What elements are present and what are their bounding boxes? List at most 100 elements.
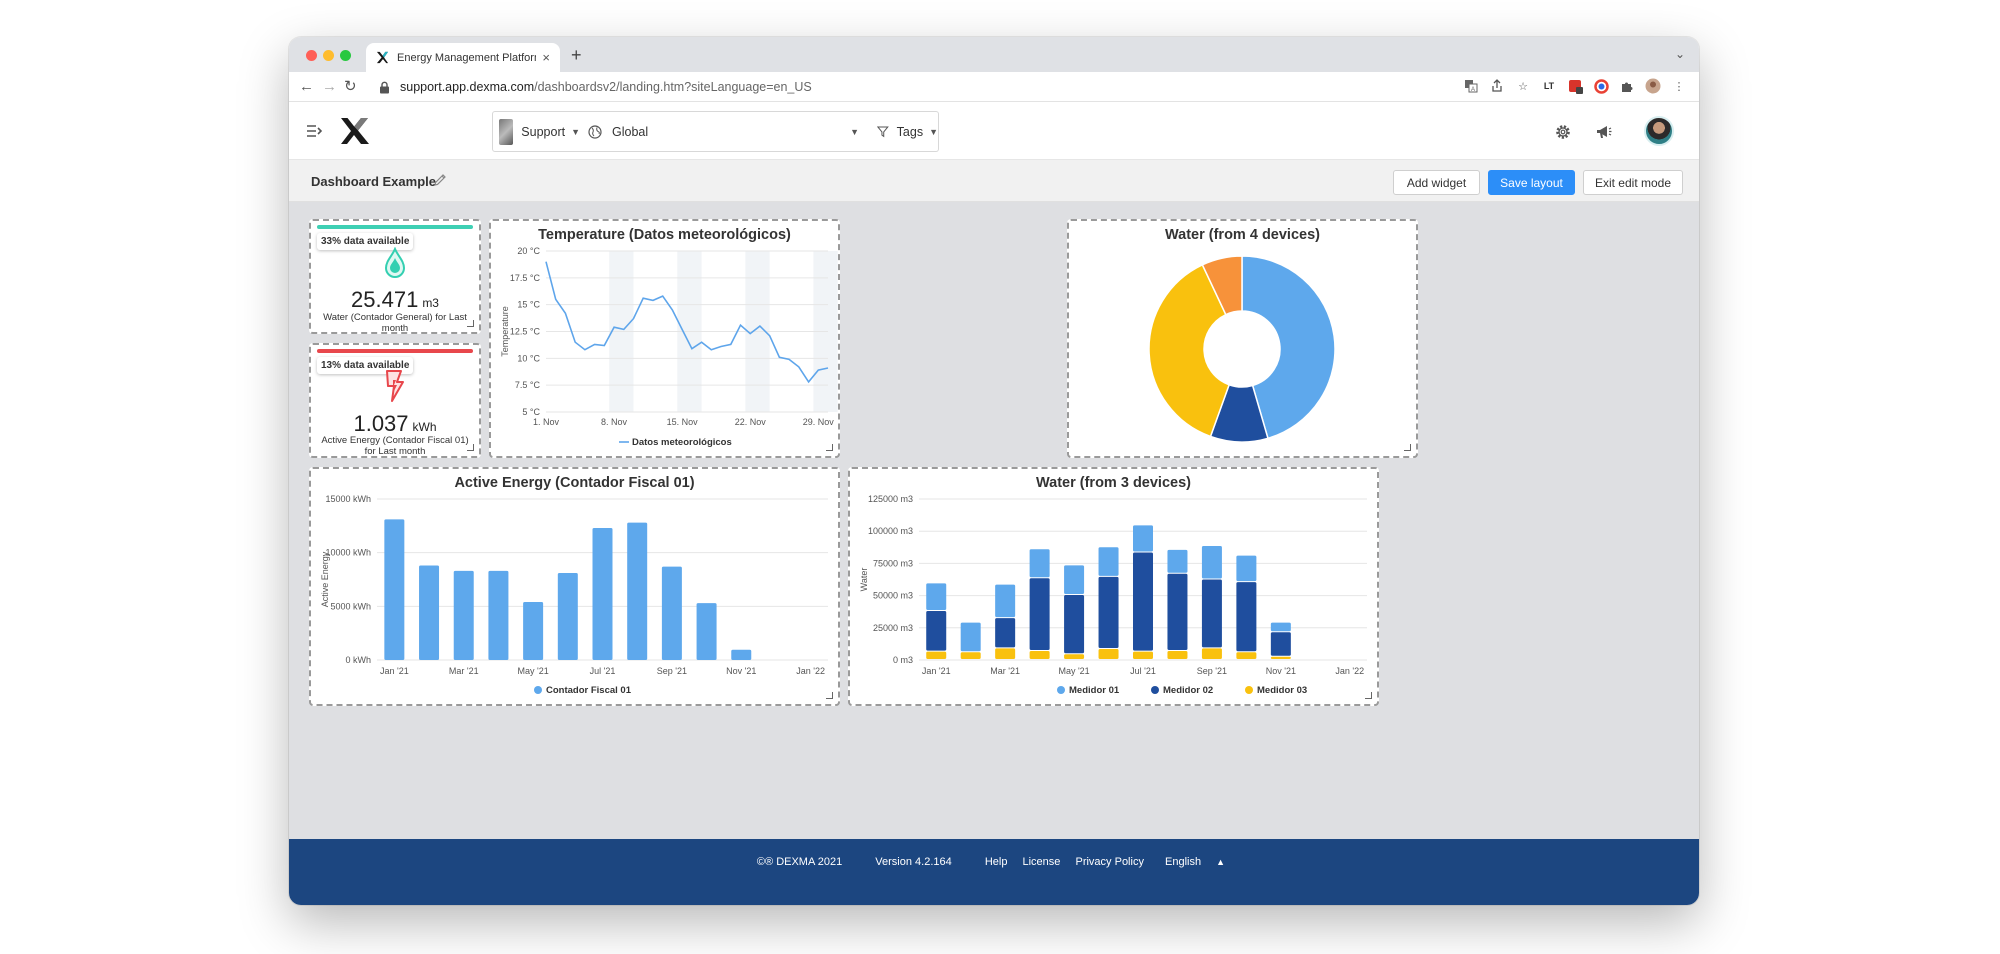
url-host: support.app.dexma.com: [400, 80, 535, 94]
bar: [1133, 651, 1153, 659]
translate-icon[interactable]: A: [1463, 78, 1479, 94]
license-link[interactable]: License: [1022, 856, 1061, 868]
donut-slice: [1148, 263, 1231, 438]
bar: [1236, 652, 1257, 659]
zoom-window-button[interactable]: [340, 50, 351, 61]
water-donut-widget[interactable]: Water (from 4 devices): [1067, 219, 1418, 458]
chevron-down-icon: ▼: [850, 126, 859, 137]
bar: [995, 648, 1016, 659]
series-line: [545, 261, 829, 384]
y-tick-label: 75000 m3: [873, 558, 913, 568]
bar: [453, 570, 474, 660]
x-tick-label: Jan '21: [380, 666, 409, 676]
back-arrow-icon[interactable]: ←: [299, 78, 314, 95]
filter-icon: [877, 126, 889, 138]
user-avatar[interactable]: [1644, 116, 1674, 146]
reload-icon[interactable]: ↻: [344, 78, 357, 95]
app-footer: ©® DEXMA 2021 Version 4.2.164 Help Licen…: [289, 839, 1699, 905]
kpi-value: 1.037 kWh: [311, 411, 479, 437]
data-availability-badge: 13% data available: [317, 357, 414, 374]
dashboard-toolbar: Dashboard Example Add widget Save layout…: [289, 160, 1699, 202]
kpi-unit: m3: [422, 296, 439, 310]
y-tick-label: 10 °C: [517, 353, 540, 363]
bar: [1029, 578, 1050, 650]
languagetool-extension-icon[interactable]: LT: [1543, 81, 1555, 91]
kpi-unit: kWh: [412, 420, 437, 434]
kpi-widget-water[interactable]: 33% data available 25.471 m3 Water (Conta…: [309, 219, 481, 334]
dashboard-title: Dashboard Example: [311, 174, 436, 189]
bar: [523, 602, 544, 660]
bar: [1064, 565, 1085, 594]
bookmark-star-icon[interactable]: ☆: [1518, 80, 1528, 93]
color-extension-icon[interactable]: [1593, 78, 1609, 94]
tags-filter[interactable]: Tags ▼: [869, 111, 939, 152]
kpi-widget-active-energy[interactable]: 13% data available 1.037 kWh Active Energ…: [309, 343, 481, 458]
forward-arrow-icon[interactable]: →: [322, 78, 337, 95]
address-bar[interactable]: support.app.dexma.com/dashboardsv2/landi…: [379, 76, 1339, 98]
save-layout-button[interactable]: Save layout: [1488, 170, 1575, 195]
globe-icon: [588, 124, 602, 139]
kpi-caption: Active Energy (Contador Fiscal 01) for L…: [321, 435, 469, 457]
y-tick-label: 15 °C: [517, 300, 540, 310]
bar: [1098, 576, 1119, 649]
browser-tab[interactable]: Energy Management Platform ×: [366, 43, 560, 72]
x-tick-label: 1. Nov: [533, 417, 560, 427]
resize-handle[interactable]: [1404, 444, 1411, 451]
edit-pencil-icon[interactable]: [432, 172, 448, 188]
tab-search-chevron-icon[interactable]: ⌄: [1674, 47, 1685, 61]
x-tick-label: Sep '21: [657, 666, 687, 676]
menu-expand-icon[interactable]: [306, 123, 324, 139]
kpi-value: 25.471 m3: [311, 287, 479, 313]
red-extension-icon[interactable]: [1567, 78, 1583, 94]
resize-handle[interactable]: [826, 692, 833, 699]
water-stacked-chart-widget[interactable]: Water (from 3 devices) 125000 m3 100000 m…: [848, 467, 1379, 706]
x-tick-label: Mar '21: [990, 666, 1020, 676]
privacy-policy-link[interactable]: Privacy Policy: [1075, 856, 1144, 868]
y-tick-label: 15000 kWh: [325, 494, 371, 504]
dexma-logo[interactable]: [340, 117, 370, 145]
browser-menu-icon[interactable]: ⋮: [1673, 80, 1685, 93]
location-selector[interactable]: Global ▼: [580, 111, 870, 152]
bar: [592, 527, 613, 660]
donut-slice: [1201, 255, 1243, 316]
active-energy-chart-widget[interactable]: Active Energy (Contador Fiscal 01) 15000…: [309, 467, 840, 706]
resize-handle[interactable]: [1365, 692, 1372, 699]
minimize-window-button[interactable]: [323, 50, 334, 61]
help-link[interactable]: Help: [984, 856, 1008, 868]
resize-handle[interactable]: [467, 320, 474, 327]
language-selector[interactable]: English ▲: [1159, 856, 1231, 868]
bar: [1133, 552, 1153, 651]
resize-handle[interactable]: [826, 444, 833, 451]
kpi-caption-period: for Last month: [364, 446, 426, 457]
location-label: Global: [612, 124, 649, 139]
bar: [960, 652, 981, 659]
bar: [1098, 649, 1119, 659]
kpi-number: 1.037: [353, 411, 409, 436]
x-tick-label: 15. Nov: [667, 417, 699, 427]
x-tick-label: 22. Nov: [735, 417, 767, 427]
dashboard-grid: 33% data available 25.471 m3 Water (Conta…: [289, 202, 1699, 839]
app-header: Support ▼ Global ▼ Tags ▼: [289, 103, 1699, 160]
y-tick-label: 100000 m3: [868, 526, 913, 536]
bar: [1236, 555, 1257, 582]
extensions-puzzle-icon[interactable]: [1619, 78, 1635, 94]
account-selector[interactable]: Support ▼: [492, 111, 581, 152]
share-icon[interactable]: [1489, 78, 1505, 94]
profile-avatar-icon[interactable]: [1645, 78, 1661, 94]
water-donut-chart: [1148, 255, 1336, 443]
account-thumbnail: [499, 118, 514, 145]
bar: [1064, 594, 1085, 654]
legend-label: Medidor 01: [1069, 685, 1120, 696]
tab-close-icon[interactable]: ×: [542, 50, 550, 65]
resize-handle[interactable]: [467, 444, 474, 451]
new-tab-button[interactable]: +: [571, 45, 582, 65]
announcements-megaphone-icon[interactable]: [1595, 123, 1613, 141]
water-drop-icon: [384, 247, 406, 278]
close-window-button[interactable]: [306, 50, 317, 61]
settings-gear-icon[interactable]: [1554, 123, 1572, 141]
add-widget-button[interactable]: Add widget: [1393, 170, 1480, 195]
y-tick-label: 0 m3: [893, 655, 913, 665]
bar: [1029, 650, 1050, 659]
exit-edit-mode-button[interactable]: Exit edit mode: [1583, 170, 1683, 195]
temperature-chart-widget[interactable]: Temperature (Datos meteorológicos) 20 °C…: [489, 219, 840, 458]
